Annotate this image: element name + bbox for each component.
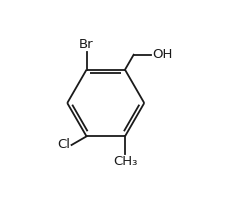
Text: OH: OH	[152, 48, 173, 61]
Text: CH₃: CH₃	[113, 155, 137, 168]
Text: Cl: Cl	[57, 139, 70, 152]
Text: Br: Br	[79, 38, 94, 51]
